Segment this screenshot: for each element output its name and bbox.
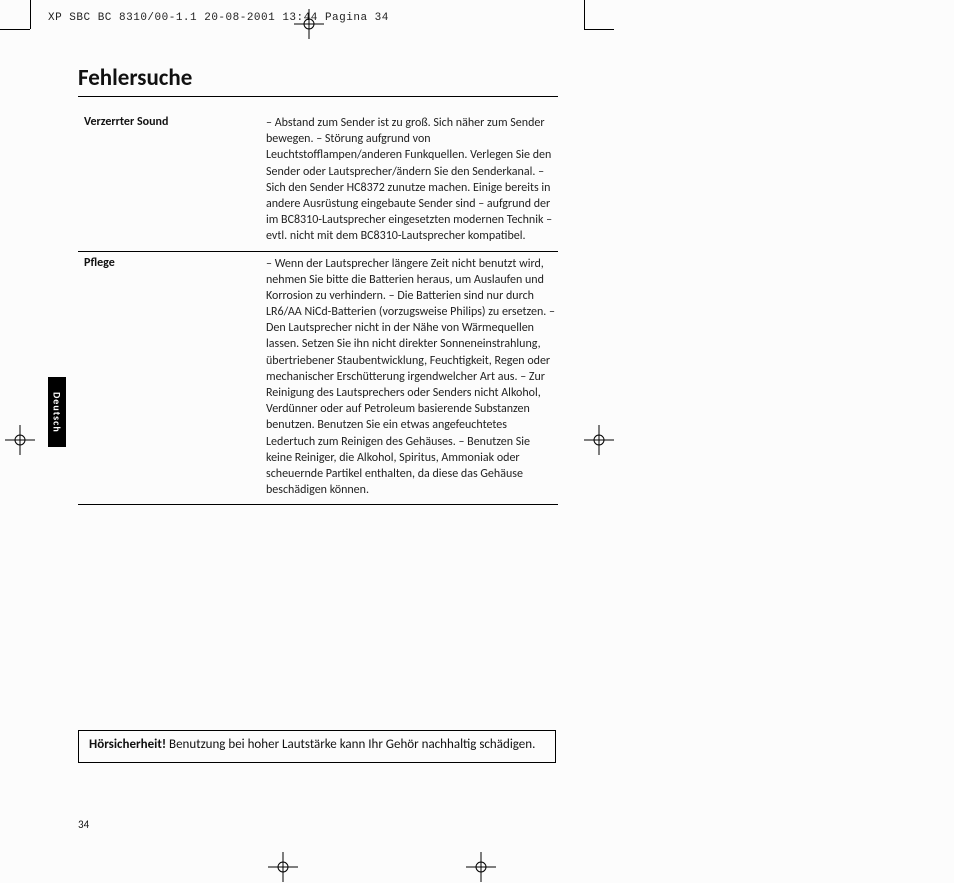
crop-mark [30,0,31,29]
crop-mark [0,29,30,30]
language-tab: Deutsch [48,377,66,447]
content-area: Fehlersuche Verzerrter Sound – Abstand z… [78,64,558,505]
page-title: Fehlersuche [78,64,558,92]
safety-warning-box: Hörsicherheit! Benutzung bei hoher Lauts… [78,730,556,763]
registration-mark-icon [5,425,35,455]
print-header: XP SBC BC 8310/00-1.1 20-08-2001 13:44 P… [48,12,389,24]
registration-mark-icon [584,425,614,455]
page-number: 34 [78,818,89,831]
manual-page: XP SBC BC 8310/00-1.1 20-08-2001 13:44 P… [0,0,954,883]
row-body: – Abstand zum Sender ist zu groß. Sich n… [266,115,558,245]
row-label: Verzerrter Sound [78,115,266,245]
safety-bold: Hörsicherheit! [89,737,166,752]
registration-mark-icon [466,852,496,882]
row-body: – Wenn der Lautsprecher längere Zeit nic… [266,256,558,499]
title-rule [78,96,558,97]
crop-mark [584,0,585,29]
row-label: Pflege [78,256,266,499]
registration-mark-icon [294,9,324,39]
troubleshoot-row: Verzerrter Sound – Abstand zum Sender is… [78,111,558,252]
crop-mark [584,29,614,30]
safety-text: Benutzung bei hoher Lautstärke kann Ihr … [166,737,535,752]
troubleshoot-row: Pflege – Wenn der Lautsprecher längere Z… [78,252,558,506]
registration-mark-icon [268,852,298,882]
